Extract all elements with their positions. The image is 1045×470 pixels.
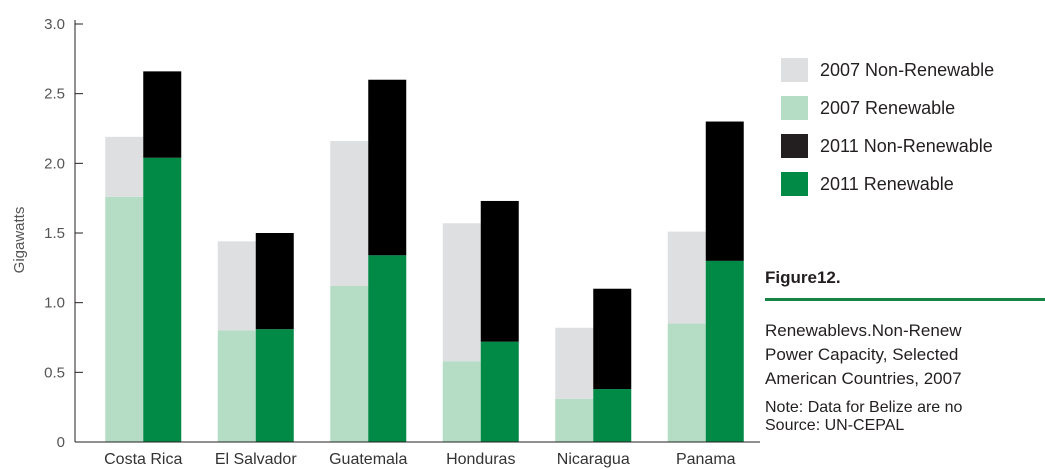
bar-2007-renewable [217,330,256,442]
legend-label: 2011 Non-Renewable [820,135,993,156]
y-tick-label: 2.5 [44,86,65,103]
bar-2007-renewable [555,398,594,442]
y-tick-label: 0.5 [44,364,65,381]
bar-2007-renewable [330,285,369,442]
x-tick-label: Guatemala [329,451,407,468]
legend-swatch [781,172,808,196]
bar-2007-renewable [105,196,144,442]
bar-2011-renewable [368,255,407,442]
x-tick-label: Honduras [446,451,515,468]
x-tick-label: Costa Rica [104,451,182,468]
legend-swatch [781,134,808,158]
figure-caption-line: American Countries, 2007 [765,369,962,388]
legend-label: 2011 Renewable [820,173,954,194]
figure-caption-box: Figure12. Renewablevs.Non-Renew Power Ca… [765,268,1045,435]
legend-swatch [781,58,808,82]
y-axis: 0 0.5 1.0 1.5 2.0 2.5 3.0 [44,16,83,451]
bar-2011-non-renewable [143,71,182,158]
figure-source: Source: UN-CEPAL [765,417,905,434]
x-tick-label: El Salvador [215,451,297,468]
bar-2007-non-renewable [667,231,706,324]
legend-label: 2007 Renewable [820,97,956,118]
figure-divider [765,298,1045,301]
figure-caption-line: Power Capacity, Selected [765,345,959,364]
x-axis: Costa Rica El Salvador Guatemala Honduras Ni… [75,441,760,468]
bar-2011-non-renewable [480,200,519,342]
y-tick-label: 1.5 [44,225,65,242]
bar-2011-renewable [593,389,632,442]
legend-swatch [781,96,808,120]
bar-2007-renewable [442,361,481,442]
bar-2011-renewable [705,260,744,442]
legend-item: 2011 Non-Renewable [781,131,994,161]
y-tick-label: 0 [57,434,65,451]
legend-item: 2011 Renewable [781,169,994,199]
figure-title: Figure12. [765,268,841,287]
legend-label: 2007 Non-Renewable [820,59,995,80]
bar-2007-non-renewable [330,141,369,286]
bar-2007-non-renewable [217,241,256,331]
bar-2011-non-renewable [705,121,744,261]
y-tick-label: 2.0 [44,155,65,172]
figure-caption: Renewablevs.Non-Renew Power Capacity, Se… [765,319,1045,391]
legend-item: 2007 Non-Renewable [781,55,994,85]
x-tick-label: Panama [676,451,736,468]
y-tick-label: 1.0 [44,295,65,312]
bar-2011-non-renewable [255,233,294,330]
chart-legend: 2007 Non-Renewable 2007 Renewable 2011 Non… [781,55,994,207]
figure-caption-line: Renewablevs.Non-Renew [765,321,962,340]
bar-2007-non-renewable [105,136,144,197]
bar-2011-renewable [143,157,182,442]
legend-item: 2007 Renewable [781,93,994,123]
bar-2011-renewable [480,341,519,442]
bar-series [105,71,744,442]
bar-2007-non-renewable [555,327,594,399]
bar-2011-renewable [255,329,294,442]
bar-2011-non-renewable [368,79,407,256]
figure-note: Note: Data for Belize are no [765,399,963,416]
bar-2007-non-renewable [442,223,481,362]
y-tick-label: 3.0 [44,16,65,33]
y-axis-title: Gigawatts [11,207,28,274]
x-tick-label: Nicaragua [557,451,630,468]
bar-2007-renewable [667,323,706,442]
bar-2011-non-renewable [593,288,632,390]
